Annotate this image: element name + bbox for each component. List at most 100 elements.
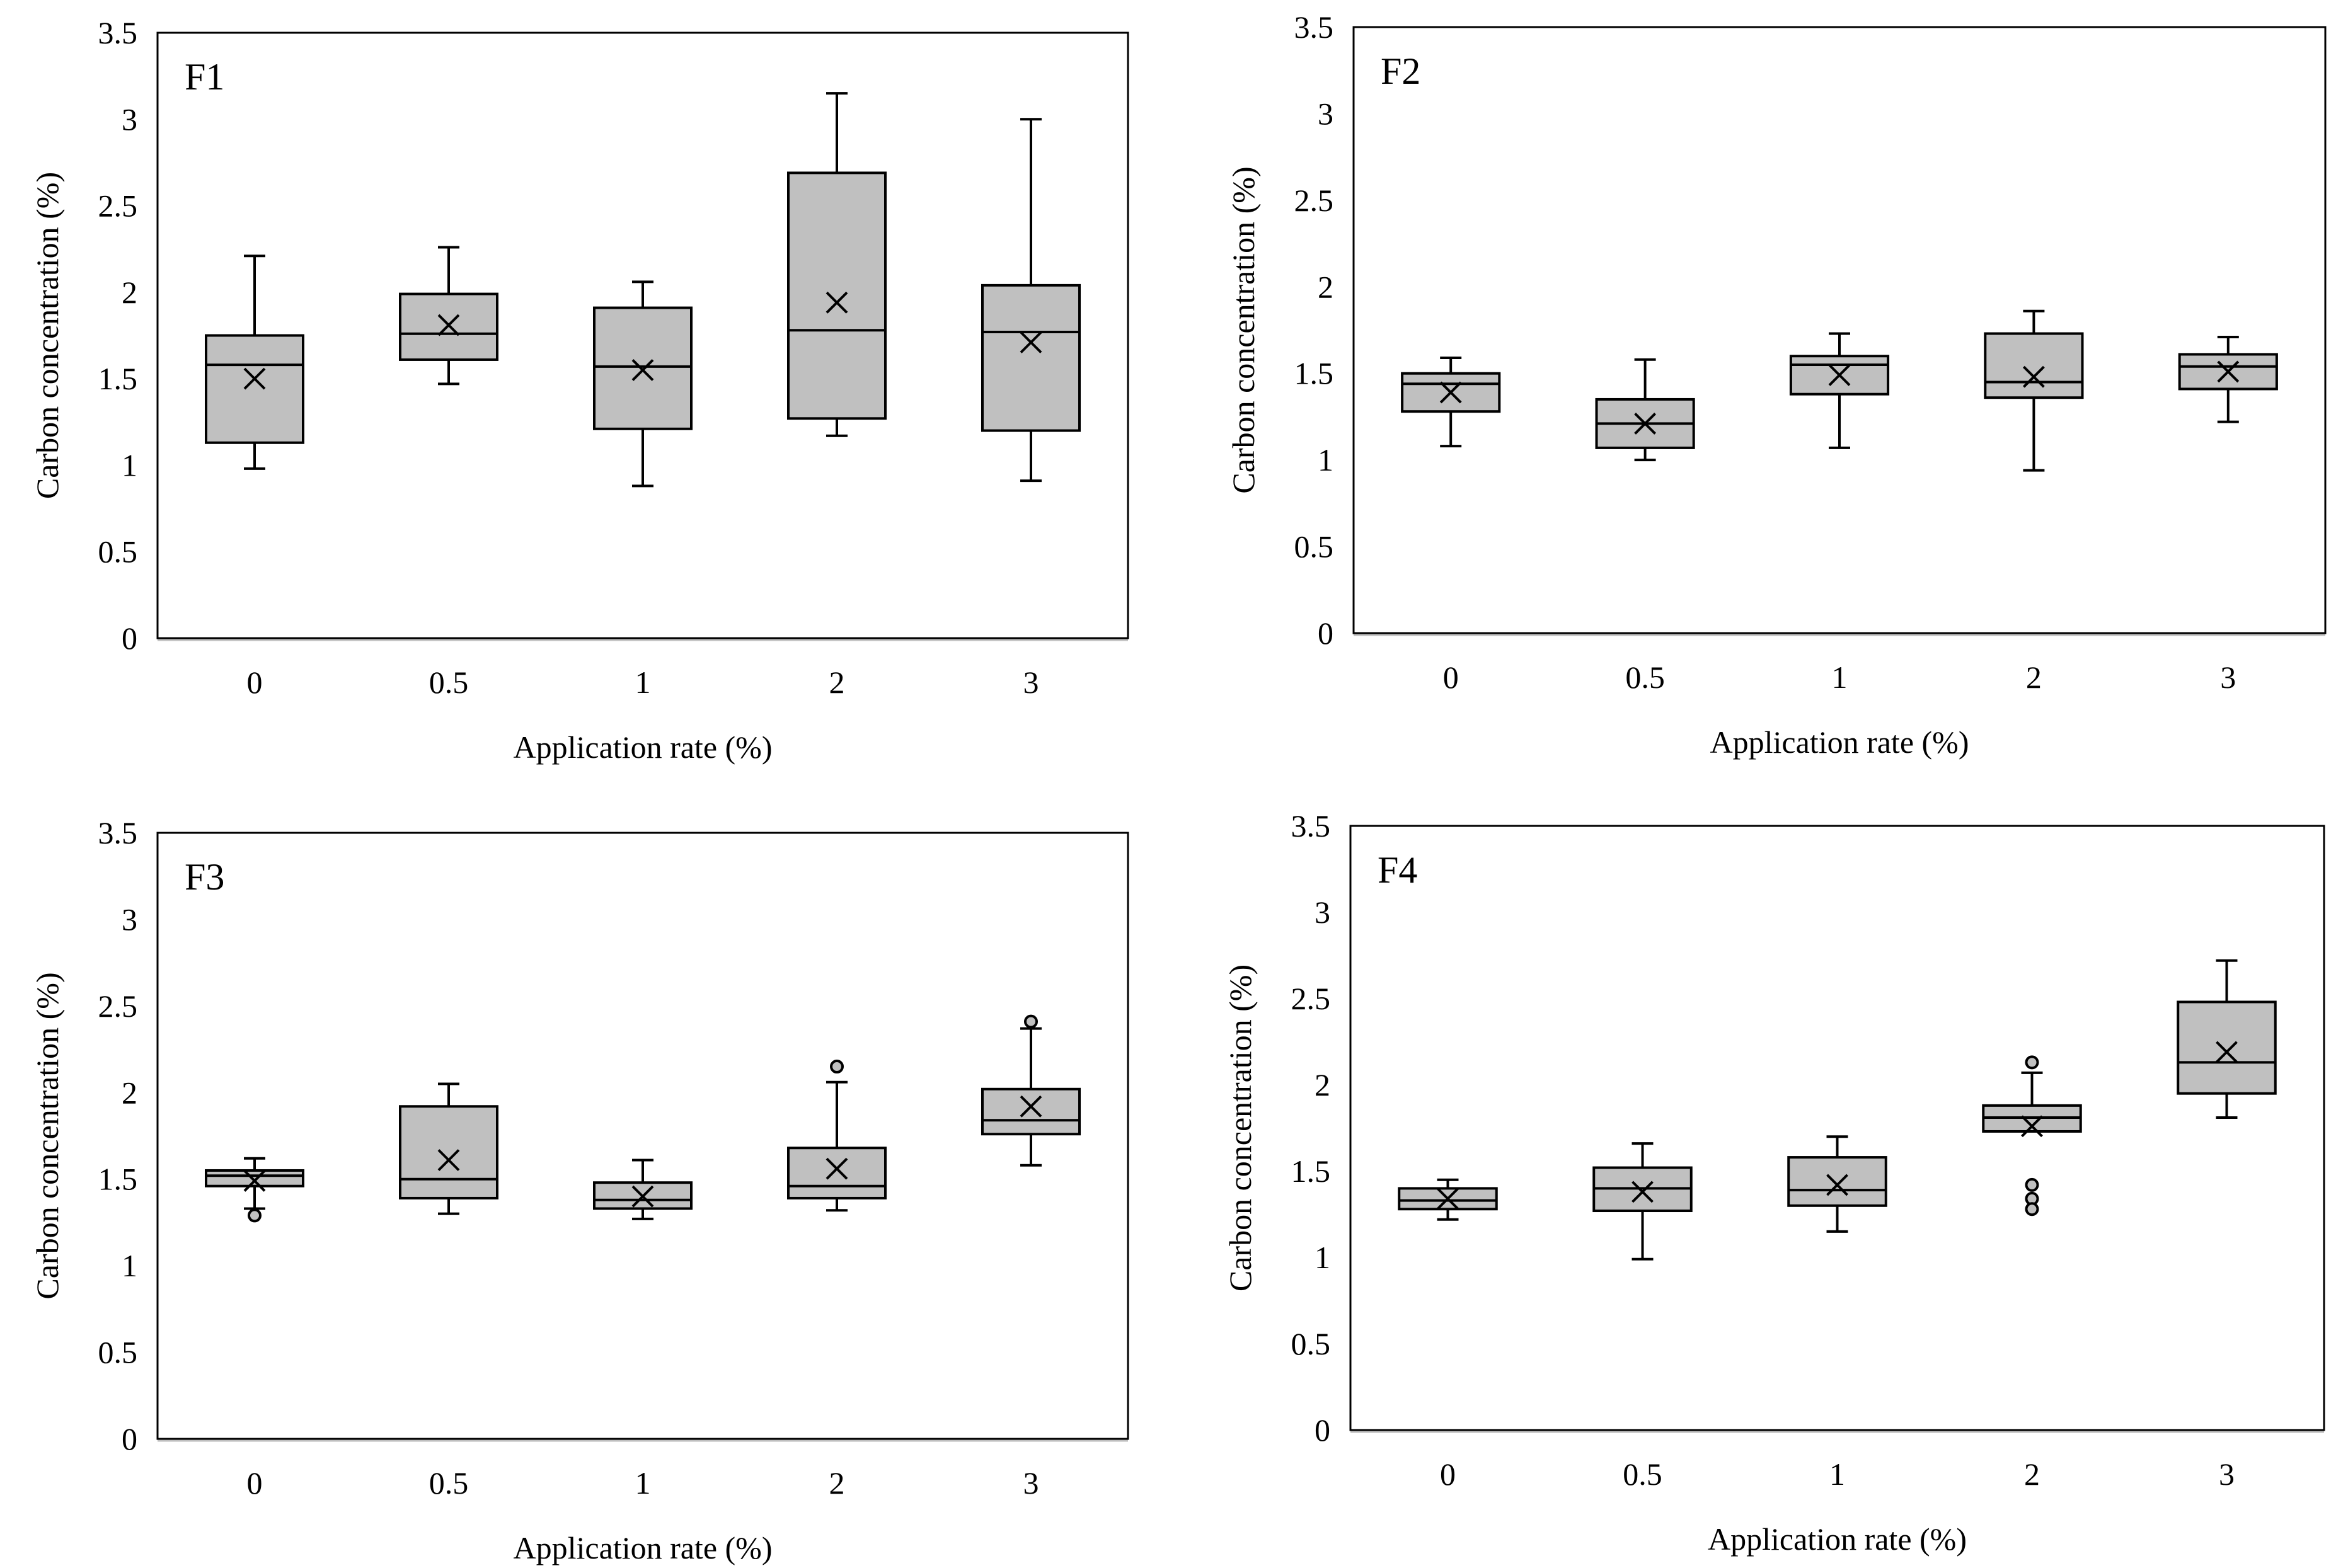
y-tick-label: 3.5	[98, 815, 138, 850]
y-tick-label: 2.5	[1294, 183, 1334, 218]
y-tick-label: 3	[122, 901, 137, 937]
y-tick-label: 1.5	[98, 361, 138, 396]
outlier-point	[248, 1208, 262, 1223]
mean-marker	[1634, 413, 1657, 435]
box-0	[205, 1157, 304, 1223]
x-tick-label: 0	[247, 665, 263, 700]
box-0	[205, 255, 304, 470]
y-tick-label: 3.5	[98, 15, 138, 50]
panel-label: F2	[1381, 50, 1420, 92]
box-1	[1787, 1135, 1887, 1233]
y-tick-label: 0.5	[98, 1335, 138, 1370]
plot-frame	[1349, 825, 2325, 1431]
x-tick-label: 1	[1832, 660, 1848, 695]
box-body	[787, 1147, 887, 1199]
y-axis-title: Carbon concentration (%)	[1223, 964, 1258, 1291]
plot-frame	[156, 832, 1129, 1440]
y-tick-label: 0.5	[98, 534, 138, 569]
x-tick-label: 2	[829, 1465, 845, 1501]
box-body	[205, 1169, 304, 1187]
box-0.5	[1595, 358, 1695, 462]
panel-f3: 0 0.5 1 1.5 2 2.5 3 3.5 0 0.5 1 2 3 F3 Application rat…	[30, 815, 1129, 1565]
panel-f4: 0 0.5 1 1.5 2 2.5 3 3.5 0 0.5 1 2 3 F4 Application rat…	[1223, 808, 2325, 1557]
mean-marker	[826, 1157, 848, 1180]
y-axis-title: Carbon concentration (%)	[30, 972, 65, 1299]
y-tick-label: 0	[1318, 615, 1333, 651]
mean-marker	[437, 314, 460, 336]
box-0.5	[399, 1082, 498, 1215]
mean-marker	[826, 291, 848, 314]
mean-marker	[1632, 1181, 1654, 1203]
x-tick-label: 3	[1023, 1465, 1039, 1501]
mean-marker	[243, 367, 266, 390]
box-2	[1984, 309, 2084, 472]
box-0	[1398, 1178, 1498, 1221]
x-tick-label: 3	[2219, 1456, 2235, 1492]
y-tick-label: 1	[1315, 1240, 1330, 1275]
x-tick-label: 0.5	[429, 665, 469, 700]
y-tick-label: 3.5	[1291, 808, 1331, 844]
x-tick-label: 0.5	[1623, 1456, 1662, 1492]
y-tick-label: 0.5	[1294, 529, 1334, 564]
box-2	[787, 1060, 887, 1212]
x-tick-label: 2	[829, 665, 845, 700]
x-tick-label: 1	[635, 665, 651, 700]
mean-marker	[2022, 365, 2045, 388]
outlier-point	[2025, 1177, 2039, 1192]
mean-marker	[1828, 364, 1851, 386]
mean-marker	[1020, 331, 1042, 353]
box-1	[593, 280, 693, 488]
box-body	[2177, 1000, 2277, 1095]
y-axis-title: Carbon concentration (%)	[30, 172, 65, 499]
box-3	[2178, 335, 2278, 423]
mean-marker	[243, 1170, 266, 1192]
box-body	[1984, 332, 2084, 399]
outlier-point	[830, 1060, 844, 1074]
box-1	[1789, 332, 1890, 449]
y-tick-label: 1.5	[1291, 1153, 1331, 1189]
y-tick-label: 2	[122, 275, 137, 310]
mean-marker	[2021, 1115, 2043, 1138]
x-tick-label: 0.5	[1625, 660, 1665, 695]
plot-frame	[156, 31, 1129, 639]
y-tick-label: 1	[1318, 442, 1333, 478]
box-0.5	[1592, 1142, 1693, 1261]
y-tick-label: 3	[1315, 895, 1330, 930]
panel-label: F4	[1378, 849, 1417, 891]
box-3	[2177, 959, 2277, 1119]
mean-marker	[631, 1185, 654, 1208]
y-tick-label: 3	[122, 101, 137, 137]
mean-marker	[2216, 1041, 2238, 1063]
x-tick-label: 2	[2024, 1456, 2040, 1492]
x-tick-label: 0	[1440, 1456, 1456, 1492]
box-1	[593, 1159, 693, 1220]
x-tick-label: 3	[1023, 665, 1039, 700]
y-tick-label: 2.5	[98, 988, 138, 1024]
x-axis-title: Application rate (%)	[514, 1530, 773, 1565]
y-tick-label: 3.5	[1294, 9, 1334, 45]
x-axis-title: Application rate (%)	[514, 730, 773, 765]
y-tick-label: 0.5	[1291, 1326, 1331, 1361]
y-tick-label: 0	[122, 1421, 137, 1456]
x-tick-label: 2	[2026, 660, 2042, 695]
y-tick-label: 0	[1315, 1412, 1330, 1448]
box-body	[981, 283, 1081, 432]
y-tick-label: 2.5	[1291, 981, 1331, 1016]
x-tick-label: 1	[635, 1465, 651, 1501]
outlier-point	[2025, 1202, 2039, 1216]
mean-marker	[1020, 1095, 1042, 1118]
box-body	[399, 1105, 498, 1199]
box-body	[981, 1087, 1081, 1136]
box-0.5	[399, 246, 498, 386]
x-axis-title: Application rate (%)	[1708, 1521, 1967, 1557]
y-tick-label: 1	[122, 447, 137, 483]
panel-label: F1	[185, 56, 224, 98]
box-2	[787, 92, 887, 437]
box-body	[205, 334, 304, 444]
y-tick-label: 1.5	[98, 1162, 138, 1197]
box-3	[981, 1014, 1081, 1167]
y-tick-label: 1	[122, 1248, 137, 1283]
box-body	[1787, 1156, 1887, 1207]
mean-marker	[2217, 360, 2240, 383]
